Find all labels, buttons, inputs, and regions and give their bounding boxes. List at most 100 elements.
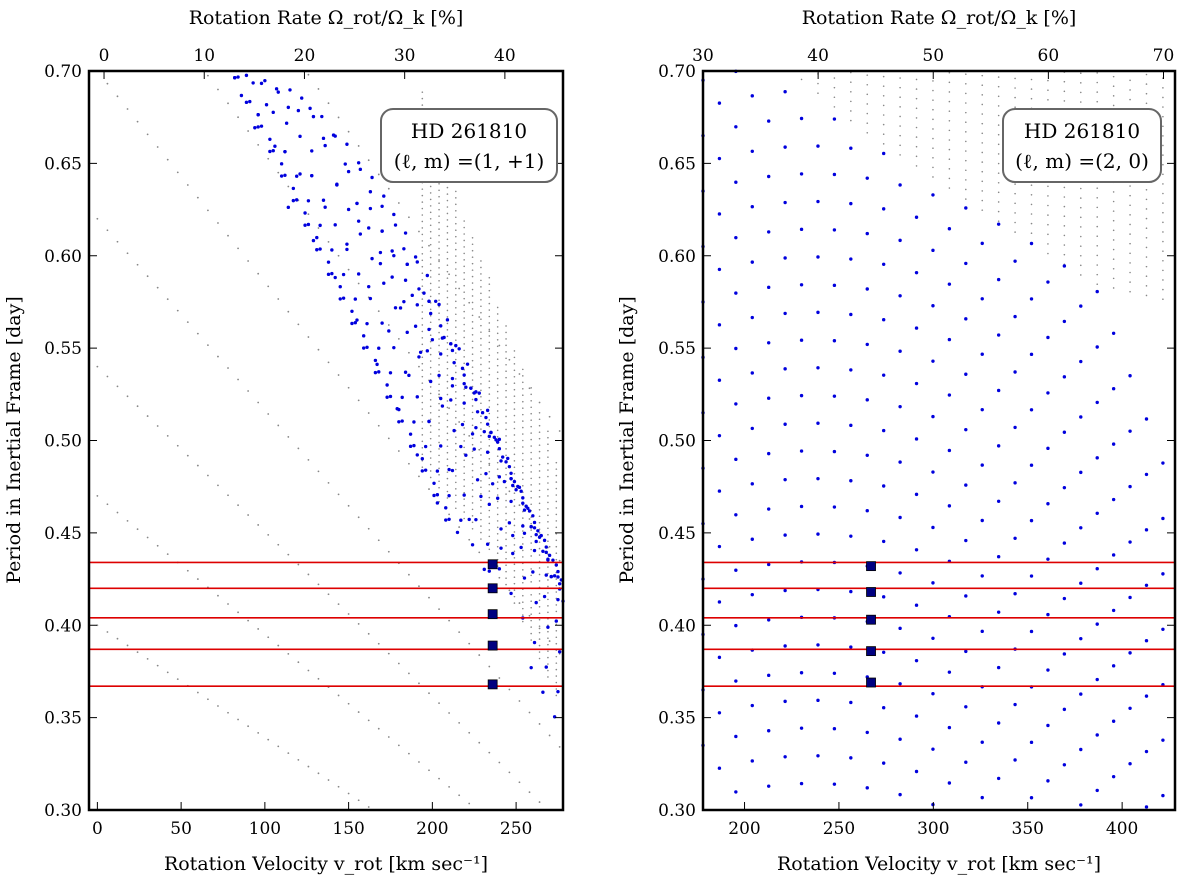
gray-point — [1129, 233, 1131, 235]
model-point — [377, 346, 381, 350]
model-point — [380, 229, 384, 233]
gray-point — [538, 580, 541, 582]
gray-point — [455, 261, 457, 264]
model-point — [1029, 352, 1034, 357]
gray-point — [488, 445, 491, 447]
gray-point — [997, 105, 1000, 107]
gray-point — [408, 672, 410, 675]
gray-point — [1079, 274, 1082, 276]
y-tick-label: 0.40 — [658, 616, 696, 636]
gray-point — [438, 195, 440, 198]
model-point — [477, 391, 481, 395]
model-point — [499, 527, 503, 531]
model-point — [947, 448, 952, 453]
model-point — [980, 629, 984, 634]
gray-point — [458, 794, 461, 797]
gray-point — [866, 131, 869, 134]
gray-point — [429, 218, 432, 220]
model-point — [388, 394, 393, 399]
model-point — [521, 496, 525, 500]
gray-point — [287, 752, 290, 755]
gray-point — [438, 189, 440, 192]
gray-point — [965, 179, 967, 181]
model-point — [335, 182, 339, 186]
gray-point — [257, 144, 260, 146]
gray-point — [438, 208, 440, 211]
model-point — [382, 281, 386, 285]
gray-point — [237, 116, 239, 119]
gray-point — [446, 341, 449, 344]
gray-point — [116, 385, 119, 388]
gray-point — [899, 86, 901, 89]
model-point — [507, 521, 512, 525]
gray-point — [337, 254, 340, 257]
gray-point — [176, 171, 179, 174]
gray-point — [547, 605, 549, 607]
model-point — [427, 419, 431, 424]
gray-point — [438, 428, 440, 431]
gray-point — [471, 262, 474, 265]
gray-point — [455, 287, 457, 290]
gray-point — [547, 443, 549, 445]
gray-point — [965, 188, 967, 191]
gray-point — [136, 263, 139, 266]
model-point — [1095, 400, 1099, 405]
gray-point — [463, 388, 465, 390]
model-point — [931, 359, 935, 363]
gray-point — [471, 521, 474, 524]
gray-point — [1145, 208, 1148, 210]
gray-point — [997, 133, 1000, 136]
gray-point — [357, 516, 360, 519]
gray-point — [247, 130, 250, 132]
gray-point — [981, 84, 984, 87]
observed-point — [866, 614, 876, 625]
gray-point — [446, 432, 449, 435]
gray-point — [446, 445, 449, 448]
model-point — [849, 756, 853, 760]
model-point — [816, 366, 820, 370]
gray-point — [478, 741, 481, 744]
gray-point — [530, 490, 532, 493]
gray-point — [997, 162, 1000, 165]
gray-point — [307, 213, 310, 216]
gray-point — [267, 285, 270, 288]
gray-point — [850, 119, 852, 122]
model-point — [980, 407, 984, 412]
gray-point — [421, 401, 424, 404]
left-ticks: 0 50 100 150 200 2500.300.350.400.450.500.550… — [44, 46, 563, 839]
gray-point — [1162, 106, 1164, 108]
gray-point — [455, 313, 457, 316]
gray-point — [522, 510, 524, 513]
gray-point — [997, 124, 1000, 126]
gray-point — [421, 285, 424, 287]
model-point — [931, 747, 935, 751]
gray-point — [126, 395, 129, 398]
model-point — [469, 386, 473, 390]
model-point — [849, 479, 853, 483]
gray-point — [547, 611, 549, 614]
model-point — [390, 249, 394, 253]
model-point — [881, 595, 886, 599]
gray-point — [438, 473, 440, 476]
model-point — [459, 444, 463, 449]
gray-point — [463, 265, 465, 268]
gray-point — [1162, 250, 1164, 252]
model-point — [350, 309, 354, 313]
gray-point — [518, 781, 521, 784]
gray-point — [463, 220, 465, 222]
gray-point — [505, 454, 507, 457]
gray-point — [1079, 254, 1082, 257]
gray-point — [429, 230, 432, 233]
top-tick-label: 0 — [99, 46, 110, 66]
gray-point — [1014, 231, 1016, 233]
model-point — [931, 692, 935, 696]
model-point — [490, 482, 495, 486]
model-point — [816, 476, 820, 481]
gray-point — [446, 206, 449, 208]
model-point — [408, 444, 413, 449]
gray-point — [446, 497, 449, 499]
gray-point — [455, 488, 457, 490]
model-point — [1062, 541, 1067, 545]
model-point — [914, 270, 919, 275]
gray-point — [347, 792, 350, 795]
